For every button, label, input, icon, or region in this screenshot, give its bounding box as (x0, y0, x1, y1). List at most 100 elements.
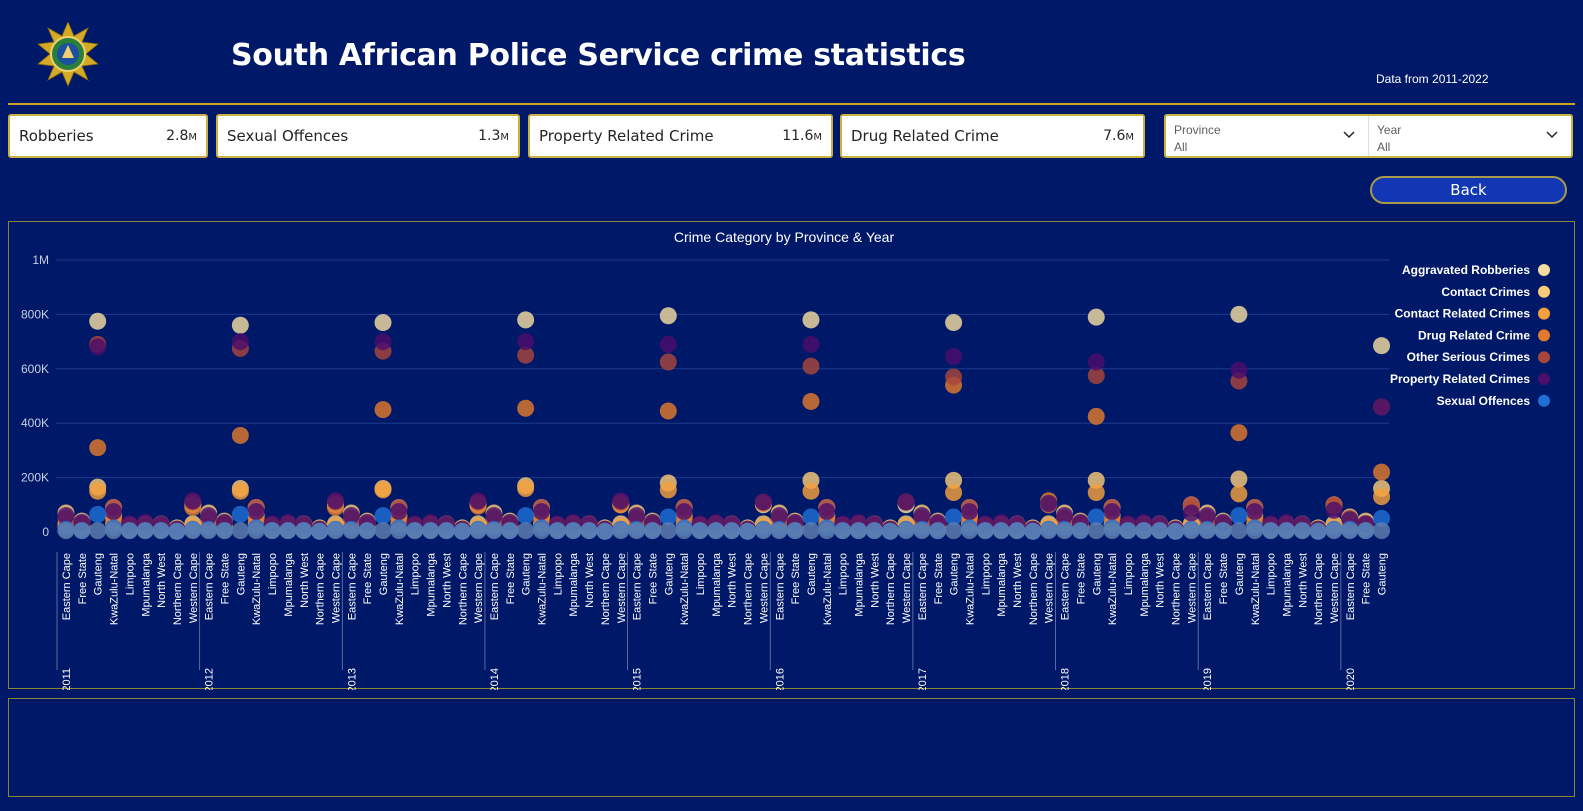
data-point (517, 399, 535, 417)
x-tick-label: KwaZulu-Natal (822, 553, 834, 625)
data-point (612, 522, 630, 540)
x-tick-label: Western Cape (758, 553, 770, 623)
header-divider (8, 103, 1575, 105)
x-tick-label: Western Cape (1186, 553, 1198, 623)
data-point (57, 522, 75, 540)
data-point (1230, 470, 1248, 488)
year-slicer[interactable]: Year All (1368, 116, 1571, 156)
x-tick-label: Mpumalanga (426, 552, 438, 616)
x-tick-label: Mpumalanga (140, 552, 152, 616)
x-tick-label: Northern Cape (600, 553, 612, 625)
chevron-down-icon[interactable] (1342, 128, 1356, 142)
data-point (263, 522, 281, 540)
data-point (342, 522, 360, 540)
data-point (1198, 522, 1216, 540)
data-point (929, 522, 947, 540)
x-tick-label: Eastern Cape (346, 553, 358, 620)
legend-marker (1538, 264, 1550, 276)
year-slicer-value: All (1377, 140, 1391, 154)
back-button[interactable]: Back (1370, 176, 1567, 204)
x-tick-label: North West (441, 553, 453, 608)
bottom-panel (8, 698, 1575, 797)
x-tick-label: North West (1012, 553, 1024, 608)
data-point (469, 492, 487, 510)
data-point (802, 392, 820, 410)
data-point (295, 522, 313, 540)
data-point (770, 507, 788, 525)
x-tick-label: KwaZulu-Natal (537, 553, 549, 625)
data-point (374, 333, 392, 351)
data-point (659, 335, 677, 353)
kpi-label: Sexual Offences (227, 127, 349, 145)
x-year-label: 2013 (346, 668, 358, 690)
legend-marker (1538, 329, 1550, 342)
data-point (453, 522, 471, 540)
data-point (279, 522, 297, 540)
data-point (374, 314, 392, 332)
kpi-value: 1.3M (478, 128, 509, 144)
data-point (802, 335, 820, 353)
data-point (1325, 522, 1343, 540)
data-point (374, 401, 392, 419)
x-tick-label: Limpopo (980, 553, 992, 595)
data-point (374, 481, 392, 499)
x-tick-label: North West (1155, 553, 1167, 608)
x-tick-label: KwaZulu-Natal (109, 553, 121, 625)
data-point (1087, 508, 1105, 526)
data-point (1230, 507, 1248, 525)
x-tick-label: Gauteng (235, 553, 247, 595)
data-point (802, 522, 820, 540)
data-point (1071, 522, 1089, 540)
data-point (1087, 353, 1105, 371)
data-point (437, 522, 455, 540)
x-year-label: 2015 (632, 668, 644, 690)
data-point (850, 522, 867, 540)
x-tick-label: Free State (1361, 553, 1373, 604)
x-tick-label: Eastern Cape (632, 553, 644, 620)
y-tick-label: 200K (21, 471, 49, 485)
province-slicer[interactable]: Province All (1166, 116, 1368, 156)
x-tick-label: KwaZulu-Natal (251, 553, 263, 625)
data-point (517, 311, 535, 329)
data-point (326, 492, 344, 510)
x-tick-label: Limpopo (1266, 553, 1278, 595)
data-point (406, 522, 424, 540)
x-tick-label: Northern Cape (1171, 553, 1183, 625)
x-year-label: 2014 (489, 668, 501, 690)
data-point (1230, 522, 1248, 540)
legend-marker (1538, 285, 1550, 298)
data-point (1230, 424, 1248, 442)
data-point (184, 522, 202, 540)
x-tick-label: Gauteng (378, 553, 390, 595)
data-point (231, 426, 249, 444)
data-point (422, 522, 440, 540)
x-tick-label: Northern Cape (1028, 553, 1040, 625)
data-point (1087, 522, 1105, 540)
x-tick-label: Mpumalanga (1281, 552, 1293, 616)
x-tick-label: Mpumalanga (283, 552, 295, 616)
data-point (89, 338, 107, 356)
x-tick-label: Gauteng (663, 553, 675, 595)
x-tick-label: Western Cape (1329, 553, 1341, 623)
x-tick-label: Eastern Cape (61, 553, 73, 620)
x-tick-label: KwaZulu-Natal (964, 553, 976, 625)
x-year-label: 2019 (1202, 668, 1214, 690)
data-point (960, 503, 978, 521)
chevron-down-icon[interactable] (1545, 128, 1559, 142)
data-point (1040, 522, 1058, 540)
data-point (1230, 485, 1248, 503)
data-point (1008, 522, 1026, 540)
y-tick-label: 0 (42, 525, 49, 539)
data-point (231, 316, 249, 334)
x-tick-label: Northern Cape (172, 553, 184, 625)
data-point (326, 522, 344, 540)
data-point (1087, 308, 1105, 326)
data-point (945, 314, 963, 332)
x-tick-label: Free State (647, 553, 659, 604)
data-point (1373, 337, 1391, 355)
legend-marker (1538, 394, 1550, 407)
x-tick-label: Free State (77, 553, 89, 604)
legend-label: Other Serious Crimes (1407, 350, 1531, 364)
data-point (659, 522, 677, 540)
x-tick-label: Northern Cape (457, 553, 469, 625)
